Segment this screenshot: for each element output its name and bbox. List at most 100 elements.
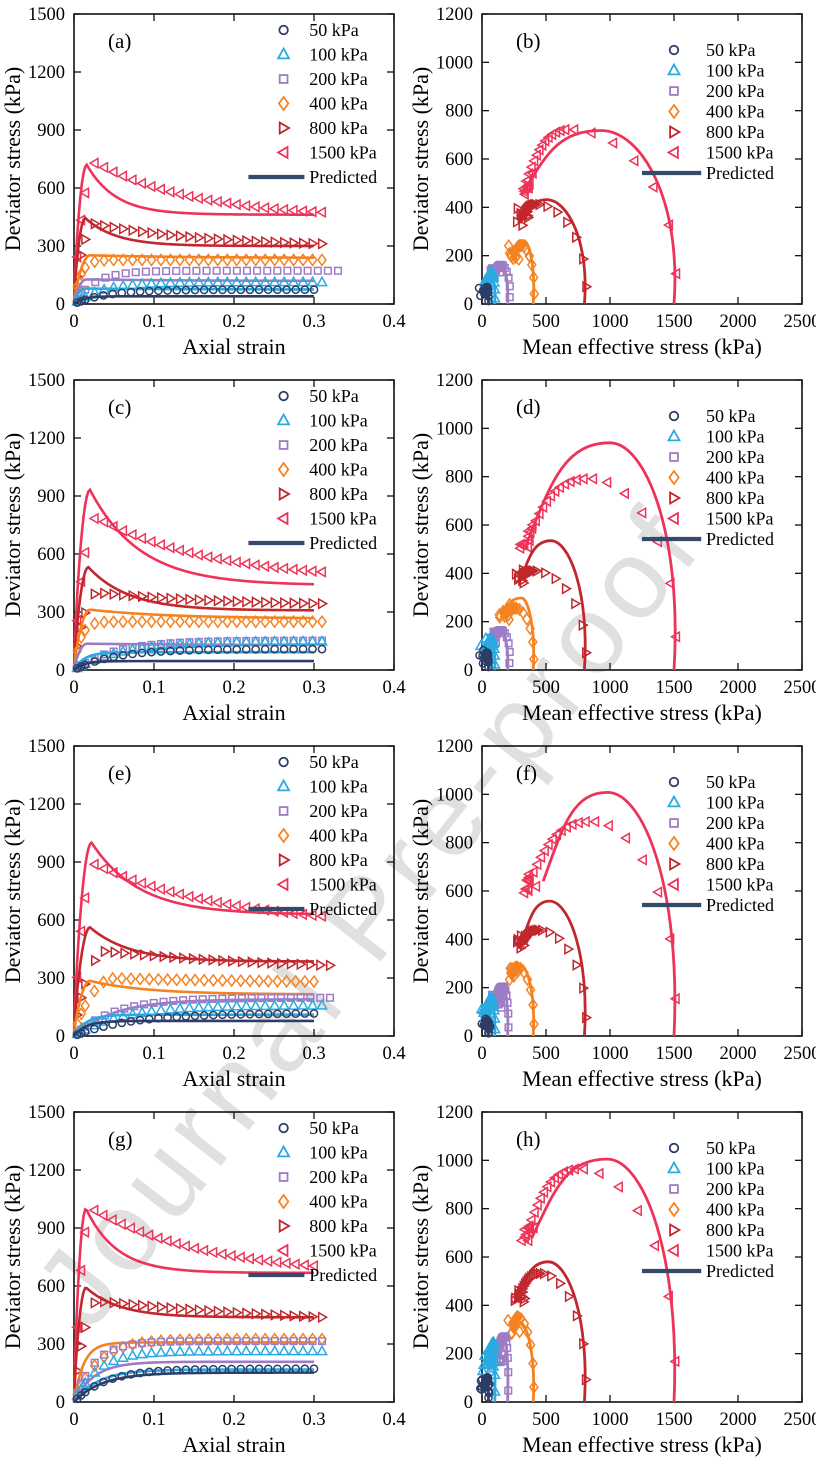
x-tick-label: 0.1 [142, 1044, 165, 1064]
y-tick-label: 1200 [436, 371, 473, 391]
legend-label-200: 200 kPa [706, 447, 765, 467]
y-tick-label: 1200 [436, 1103, 473, 1123]
x-axis-label: Mean effective stress (kPa) [522, 334, 762, 359]
y-tick-label: 1200 [28, 63, 65, 83]
legend-label-400: 400 kPa [309, 1192, 368, 1212]
y-tick-label: 400 [445, 1296, 473, 1316]
panel-letter: (a) [108, 29, 131, 53]
x-tick-label: 500 [532, 1410, 560, 1430]
y-tick-label: 1200 [28, 795, 65, 815]
legend-label-1500: 1500 kPa [706, 509, 774, 529]
legend-label-1500: 1500 kPa [309, 143, 377, 163]
x-axis-label: Mean effective stress (kPa) [522, 1066, 762, 1091]
x-tick-label: 0.1 [142, 678, 165, 698]
series-1500 [517, 123, 681, 305]
y-tick-label: 1000 [436, 785, 473, 805]
y-tick-label: 1500 [28, 737, 65, 757]
legend-label-100: 100 kPa [706, 427, 765, 447]
x-tick-label: 0.2 [222, 1410, 245, 1430]
legend-label-50: 50 kPa [706, 772, 756, 792]
subplot-b: 0 500 1000 1500 2000 2500 0 200 400 600 800 1000 120… [408, 5, 816, 359]
legend-label-1500: 1500 kPa [706, 875, 774, 895]
x-tick-label: 1000 [592, 1410, 629, 1430]
subplot-a: 0 0.1 0.2 0.3 0.4 0 300 600 900 1200 1500 Axial str… [0, 5, 406, 359]
y-tick-label: 0 [56, 661, 65, 681]
y-tick-label: 1500 [28, 371, 65, 391]
y-tick-label: 600 [445, 150, 473, 170]
x-tick-label: 0.1 [142, 312, 165, 332]
y-tick-label: 1200 [436, 5, 473, 25]
x-tick-label: 2000 [720, 678, 757, 698]
y-tick-label: 200 [445, 247, 473, 267]
y-axis-label: Deviator stress (kPa) [408, 67, 433, 252]
series-800 [72, 216, 329, 305]
legend-label-200: 200 kPa [706, 81, 765, 101]
x-tick-label: 1000 [592, 678, 629, 698]
series-800 [72, 1286, 329, 1403]
legend-label-1500: 1500 kPa [309, 1241, 377, 1261]
panel-letter: (b) [516, 29, 541, 53]
legend-label-400: 400 kPa [706, 468, 765, 488]
y-axis-label: Deviator stress (kPa) [0, 799, 25, 984]
x-tick-label: 1500 [656, 678, 693, 698]
x-tick-label: 0.3 [302, 1044, 325, 1064]
series-1500 [514, 441, 681, 671]
x-axis-label: Axial strain [182, 1432, 285, 1457]
series-800 [72, 925, 337, 1037]
panel-letter: (d) [516, 395, 541, 419]
series-400 [72, 608, 327, 671]
series-400 [72, 253, 327, 305]
y-tick-label: 0 [464, 1393, 473, 1413]
y-tick-label: 800 [445, 102, 473, 122]
series-200 [72, 1337, 327, 1403]
panel-letter: (g) [108, 1127, 133, 1151]
x-tick-label: 0.2 [222, 312, 245, 332]
y-tick-label: 800 [445, 468, 473, 488]
x-axis-label: Axial strain [182, 700, 285, 725]
y-tick-label: 1000 [436, 419, 473, 439]
y-tick-label: 600 [37, 545, 65, 565]
y-tick-label: 600 [445, 882, 473, 902]
legend-label-1500: 1500 kPa [706, 1241, 774, 1261]
x-tick-label: 0.3 [302, 1410, 325, 1430]
series-50 [475, 1373, 494, 1403]
series-50 [475, 645, 493, 672]
x-axis-label: Mean effective stress (kPa) [522, 1432, 762, 1457]
legend-label-200: 200 kPa [309, 69, 368, 89]
legend-label-100: 100 kPa [706, 793, 765, 813]
legend-label-1500: 1500 kPa [309, 509, 377, 529]
legend-label-200: 200 kPa [706, 813, 765, 833]
legend-label-400: 400 kPa [706, 102, 765, 122]
subplot-c: 0 0.1 0.2 0.3 0.4 0 300 600 900 1200 1500 Axial str… [0, 371, 406, 725]
legend-label-1500: 1500 kPa [309, 875, 377, 895]
legend-label-100: 100 kPa [309, 45, 368, 65]
y-tick-label: 900 [37, 1219, 65, 1239]
legend-label-400: 400 kPa [706, 1200, 765, 1220]
legend-label-800: 800 kPa [706, 122, 765, 142]
y-tick-label: 900 [37, 487, 65, 507]
y-tick-label: 1500 [28, 5, 65, 25]
y-tick-label: 600 [445, 516, 473, 536]
x-tick-label: 2500 [784, 1410, 817, 1430]
legend-label-predicted: Predicted [706, 1261, 774, 1281]
x-tick-label: 0.4 [382, 1044, 405, 1064]
y-axis-label: Deviator stress (kPa) [0, 67, 25, 252]
y-tick-label: 0 [56, 1027, 65, 1047]
legend-label-predicted: Predicted [309, 533, 377, 553]
legend-label-100: 100 kPa [309, 411, 368, 431]
legend: 50 kPa 100 kPa 200 kPa 400 kPa 800 kPa 1500 k… [248, 386, 377, 553]
x-tick-label: 2000 [720, 1410, 757, 1430]
series-200 [72, 266, 343, 305]
y-tick-label: 300 [37, 237, 65, 257]
legend-label-100: 100 kPa [309, 1143, 368, 1163]
subplot-f: 0 500 1000 1500 2000 2500 0 200 400 600 800 1000 120… [408, 737, 816, 1091]
y-tick-label: 1200 [436, 737, 473, 757]
legend-label-predicted: Predicted [706, 895, 774, 915]
legend-label-400: 400 kPa [309, 460, 368, 480]
y-tick-label: 200 [445, 613, 473, 633]
y-tick-label: 1200 [28, 1161, 65, 1181]
legend-label-50: 50 kPa [309, 20, 359, 40]
x-tick-label: 0 [477, 678, 486, 698]
